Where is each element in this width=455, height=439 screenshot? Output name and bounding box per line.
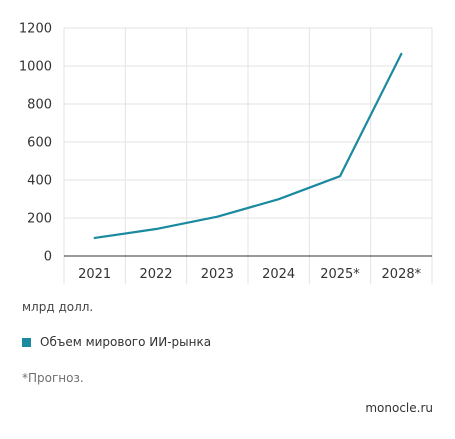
series-lines [93, 52, 403, 240]
legend-label: Объем мирового ИИ-рынка [40, 335, 212, 349]
tick-labels: 0 200 400 600 800 1000 1200 2021 2022 2023 2024 202… [19, 22, 422, 283]
source-label: monocle.ru [365, 401, 433, 415]
x-tick-label: 2021 [78, 267, 111, 282]
legend: Объем мирового ИИ-рынка [22, 335, 211, 349]
legend-swatch [22, 337, 31, 347]
line-chart: 0 200 400 600 800 1000 1200 2021 2022 2023 2024 202… [19, 22, 433, 284]
x-tick-label: 2022 [139, 267, 172, 282]
y-tick-label: 1200 [19, 22, 52, 37]
x-tick-label: 2025* [320, 267, 360, 282]
y-tick-label: 1000 [19, 60, 52, 75]
y-tick-label: 200 [27, 212, 52, 227]
forecast-footnote: *Прогноз. [22, 371, 84, 385]
y-tick-label: 400 [27, 174, 52, 189]
y-tick-label: 600 [27, 136, 52, 151]
y-tick-label: 0 [44, 250, 52, 265]
grid [63, 27, 433, 284]
y-tick-label: 800 [27, 98, 52, 113]
x-tick-label: 2024 [262, 267, 295, 282]
series-line [93, 52, 403, 240]
y-axis-unit-label: млрд долл. [22, 300, 94, 314]
x-tick-label: 2028* [382, 267, 422, 282]
x-tick-label: 2023 [201, 267, 234, 282]
